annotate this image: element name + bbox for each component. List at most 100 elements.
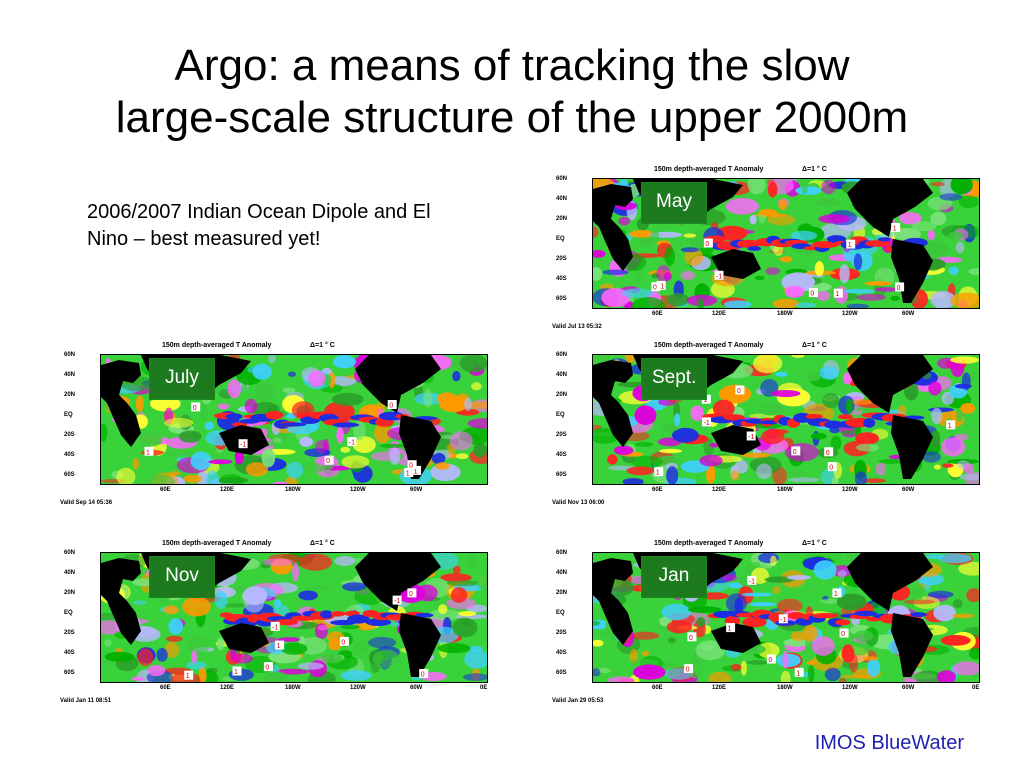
- anomaly-field: 0 1 -1 0 1 0 -1 1 0: [592, 354, 980, 485]
- anomaly-map-sept: 150m depth-averaged T Anomaly Δ=1 ° C 60N 4…: [552, 342, 992, 512]
- lat-label: EQ: [556, 412, 565, 418]
- map-header: 150m depth-averaged T Anomaly: [162, 342, 272, 349]
- lon-label: 60W: [410, 487, 423, 493]
- lat-label: 40S: [64, 650, 75, 656]
- map-header: 150m depth-averaged T Anomaly: [654, 342, 764, 349]
- lon-label: 60W: [410, 685, 423, 691]
- map-header: 150m depth-averaged T Anomaly: [654, 166, 764, 173]
- svg-text:1: 1: [834, 591, 838, 598]
- svg-text:0: 0: [793, 449, 797, 456]
- lon-label: 60E: [160, 487, 171, 493]
- svg-text:1: 1: [277, 643, 281, 650]
- lon-label: 120E: [220, 487, 235, 493]
- svg-text:1: 1: [893, 226, 897, 233]
- svg-text:0: 0: [265, 665, 269, 672]
- svg-text:0: 0: [810, 291, 814, 298]
- lat-label: 40S: [556, 276, 567, 282]
- lat-label: 20N: [64, 392, 76, 398]
- month-label-may: May: [641, 182, 707, 224]
- map-delta: Δ=1 ° C: [802, 166, 827, 173]
- caption-line-2: Nino – best measured yet!: [87, 228, 321, 250]
- lon-label: 0E: [480, 685, 488, 691]
- svg-text:0: 0: [341, 639, 345, 646]
- valid-timestamp: Valid Nov 13 06:00: [552, 500, 605, 506]
- lat-label: 60N: [64, 352, 76, 358]
- lon-label: 180W: [777, 487, 793, 493]
- lon-label: 120E: [712, 487, 727, 493]
- svg-text:1: 1: [728, 626, 732, 633]
- slide-title: Argo: a means of tracking the slow large…: [20, 40, 1004, 144]
- month-label-nov: Nov: [149, 556, 215, 598]
- lat-label: 20N: [556, 590, 568, 596]
- lat-label: 40S: [556, 650, 567, 656]
- lat-label: 40N: [64, 570, 76, 576]
- lon-label: 120E: [220, 685, 235, 691]
- lat-label: EQ: [64, 412, 73, 418]
- svg-text:0: 0: [689, 635, 693, 642]
- svg-text:1: 1: [848, 242, 852, 249]
- svg-text:0: 0: [653, 285, 657, 292]
- lon-label: 60W: [902, 685, 915, 691]
- svg-text:0: 0: [409, 463, 413, 470]
- lon-label: 120W: [842, 311, 858, 317]
- svg-text:1: 1: [948, 423, 952, 430]
- lon-label: 60E: [652, 487, 663, 493]
- lon-label: 180W: [777, 311, 793, 317]
- lon-label: 180W: [285, 487, 301, 493]
- lat-label: EQ: [556, 610, 565, 616]
- svg-text:-1: -1: [704, 420, 710, 427]
- lat-label: 60S: [556, 472, 567, 478]
- month-label-sept: Sept.: [641, 358, 708, 400]
- svg-text:0: 0: [737, 388, 741, 395]
- svg-text:0: 0: [826, 450, 830, 457]
- svg-text:1: 1: [835, 291, 839, 298]
- svg-text:1: 1: [414, 468, 418, 475]
- lat-label: 20N: [64, 590, 76, 596]
- svg-text:1: 1: [656, 470, 660, 477]
- lon-label: 60W: [902, 311, 915, 317]
- lon-label: 180W: [777, 685, 793, 691]
- lat-label: 60N: [556, 352, 568, 358]
- svg-text:-1: -1: [780, 617, 786, 624]
- caption-line-1: 2006/2007 Indian Ocean Dipole and El: [87, 201, 431, 223]
- lat-label: 40N: [556, 196, 568, 202]
- anomaly-field: 0 1 -1 0 1 0 -1 1 0: [592, 178, 980, 309]
- svg-text:0: 0: [897, 285, 901, 292]
- valid-timestamp: Valid Jan 11 08:51: [60, 698, 112, 704]
- svg-text:0: 0: [841, 631, 845, 638]
- lat-label: 60S: [64, 670, 75, 676]
- lat-label: 60S: [556, 670, 567, 676]
- svg-text:0: 0: [829, 465, 833, 472]
- lon-label: 120W: [842, 487, 858, 493]
- lon-label: 120W: [350, 487, 366, 493]
- map-delta: Δ=1 ° C: [802, 342, 827, 349]
- svg-text:0: 0: [421, 672, 425, 679]
- lat-label: 40N: [556, 570, 568, 576]
- lat-label: 40S: [556, 452, 567, 458]
- lon-label: 120E: [712, 311, 727, 317]
- lon-label: 60E: [652, 311, 663, 317]
- caption: 2006/2007 Indian Ocean Dipole and El Nin…: [87, 199, 537, 253]
- svg-text:-1: -1: [272, 624, 278, 631]
- svg-text:-1: -1: [749, 578, 755, 585]
- svg-text:-1: -1: [716, 273, 722, 280]
- lat-label: 40S: [64, 452, 75, 458]
- lat-label: 40N: [556, 372, 568, 378]
- lat-label: EQ: [64, 610, 73, 616]
- svg-text:0: 0: [326, 458, 330, 465]
- map-header: 150m depth-averaged T Anomaly: [654, 540, 764, 547]
- svg-text:0: 0: [705, 241, 709, 248]
- map-delta: Δ=1 ° C: [310, 540, 335, 547]
- lon-label: 120W: [350, 685, 366, 691]
- lat-label: 60N: [556, 550, 568, 556]
- lon-label: 120E: [712, 685, 727, 691]
- map-delta: Δ=1 ° C: [802, 540, 827, 547]
- lat-label: 20S: [556, 256, 567, 262]
- lat-label: EQ: [556, 236, 565, 242]
- lat-label: 40N: [64, 372, 76, 378]
- svg-text:0: 0: [409, 591, 413, 598]
- svg-text:0: 0: [686, 667, 690, 674]
- anomaly-map-may: 150m depth-averaged T Anomaly Δ=1 ° C 60N 4…: [552, 166, 992, 336]
- lat-label: 60S: [556, 296, 567, 302]
- anomaly-map-july: 150m depth-averaged T Anomaly Δ=1 ° C 60N 4…: [60, 342, 500, 512]
